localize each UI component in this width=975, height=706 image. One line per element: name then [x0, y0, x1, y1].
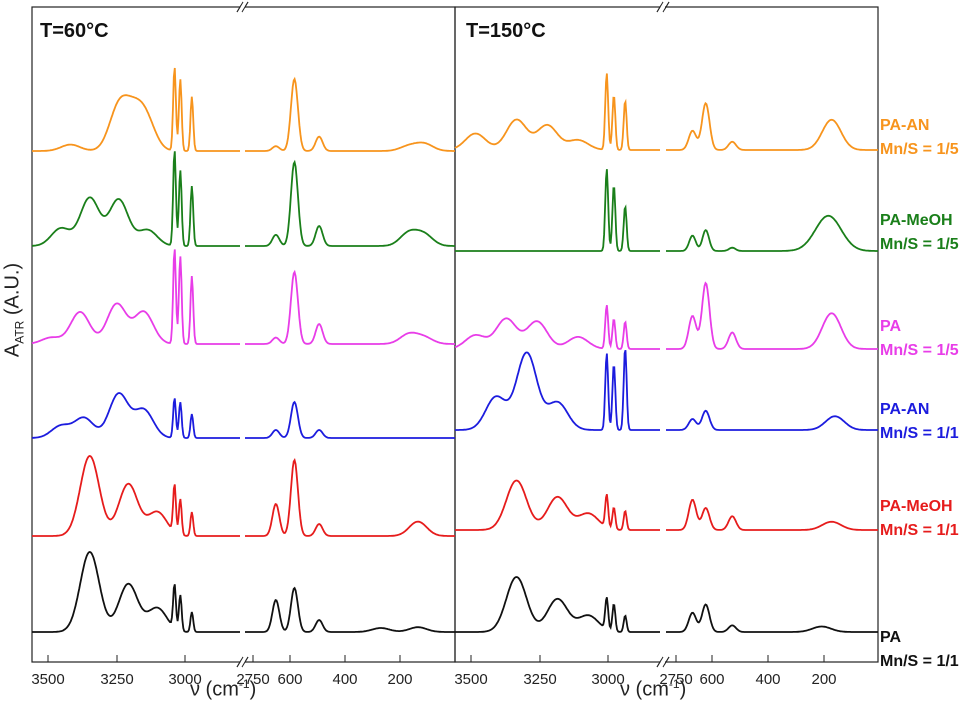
panel-title-right: T=150°C [466, 20, 546, 42]
series-line-0-p1-s1 [666, 101, 878, 151]
x-tick-label: 200 [387, 671, 412, 688]
axis-break-mark [662, 1, 670, 13]
x-tick-label: 200 [811, 671, 836, 688]
axis-break-mark [241, 1, 249, 13]
legend-ratio: Mn/S = 1/5 [880, 342, 959, 359]
x-tick-label: 3250 [100, 671, 133, 688]
axis-break-mark [236, 1, 244, 13]
axis-break-gap [660, 657, 665, 667]
x-axis-label-superscript: -1 [238, 677, 250, 691]
legend-entry-pa-meoh-1-1: PA-MeOH Mn/S = 1/1 [880, 495, 959, 543]
x-tick-label: 600 [699, 671, 724, 688]
y-axis-label-main: A [1, 343, 24, 358]
axis-break-mark [236, 656, 244, 668]
y-axis-label-subscript: ATR [12, 320, 27, 344]
legend-entry-pa-meoh-1-5: PA-MeOH Mn/S = 1/5 [880, 209, 959, 257]
series-line-2-p0-s0 [31, 249, 240, 345]
legend-entry-pa-1-5: PA Mn/S = 1/5 [880, 315, 959, 363]
x-axis-label-superscript: -1 [668, 677, 680, 691]
x-axis-label-main: ν (cm [190, 678, 239, 701]
legend-name: PA [880, 629, 902, 646]
legend-name: PA-AN [880, 401, 930, 418]
x-tick-label: 400 [332, 671, 357, 688]
x-tick-label: 3500 [31, 671, 64, 688]
x-axis-label-close: ) [249, 678, 257, 701]
panel-frame-1 [454, 6, 879, 663]
series-line-1-p0-s1 [245, 159, 455, 247]
panel-title-left: T=60°C [40, 20, 109, 42]
legend-ratio: Mn/S = 1/1 [880, 653, 959, 670]
series-line-1-p1-s0 [455, 169, 660, 252]
series-line-1-p0-s0 [32, 151, 240, 247]
y-axis-label-unit: (A.U.) [1, 262, 24, 321]
axis-break-gap [240, 657, 245, 667]
axis-break-gap [240, 2, 245, 12]
series-line-5-p0-s1 [245, 586, 455, 633]
series-line-5-p1-s1 [666, 603, 878, 633]
legend-name: PA-AN [880, 117, 930, 134]
series-line-0-p0-s0 [32, 67, 240, 152]
axis-break-mark [241, 656, 249, 668]
y-axis-label: AATR (A.U.) [1, 230, 27, 390]
legend-name: PA-MeOH [880, 212, 953, 229]
series-line-3-p1-s0 [455, 349, 660, 431]
series-line-5-p1-s0 [455, 576, 660, 633]
series-line-3-p0-s1 [245, 400, 455, 439]
x-tick-label: 3250 [523, 671, 556, 688]
series-line-3-p1-s1 [666, 409, 878, 431]
x-tick-label: 3500 [454, 671, 487, 688]
series-line-4-p0-s0 [32, 455, 240, 537]
series-line-5-p0-s0 [32, 551, 240, 633]
series-line-2-p0-s1 [245, 269, 455, 345]
series-line-2-p1-s1 [666, 281, 878, 350]
series-line-2-p1-s0 [454, 305, 660, 350]
legend-ratio: Mn/S = 1/5 [880, 236, 959, 253]
series-line-4-p1-s1 [666, 498, 878, 531]
series-line-4-p1-s0 [455, 479, 660, 531]
legend-entry-pa-an-1-5: PA-AN Mn/S = 1/5 [880, 114, 959, 162]
x-tick-label: 3000 [591, 671, 624, 688]
axis-break-mark [656, 1, 664, 13]
legend-name: PA [880, 318, 902, 335]
axis-break-mark [662, 656, 670, 668]
legend-ratio: Mn/S = 1/1 [880, 522, 959, 539]
legend-entry-pa-an-1-1: PA-AN Mn/S = 1/1 [880, 398, 959, 446]
x-tick-label: 2750 [659, 671, 692, 688]
series-line-4-p0-s1 [245, 457, 455, 537]
x-axis-label-left: ν (cm-1) [190, 677, 256, 702]
x-tick-label: 400 [755, 671, 780, 688]
series-line-0-p1-s0 [454, 73, 660, 151]
series-line-3-p0-s0 [31, 392, 240, 439]
x-tick-label: 600 [277, 671, 302, 688]
x-axis-label-close: ) [679, 678, 687, 701]
x-tick-label: 2750 [236, 671, 269, 688]
legend-ratio: Mn/S = 1/5 [880, 141, 959, 158]
axis-break-mark [656, 656, 664, 668]
x-axis-label-main: ν (cm [620, 678, 669, 701]
series-line-1-p1-s1 [666, 214, 878, 252]
legend-name: PA-MeOH [880, 498, 953, 515]
legend-entry-pa-1-1: PA Mn/S = 1/1 [880, 626, 959, 674]
x-axis-label-right: ν (cm-1) [620, 677, 686, 702]
series-line-0-p0-s1 [245, 76, 455, 152]
x-tick-label: 3000 [168, 671, 201, 688]
axis-break-gap [660, 2, 665, 12]
legend-ratio: Mn/S = 1/1 [880, 425, 959, 442]
